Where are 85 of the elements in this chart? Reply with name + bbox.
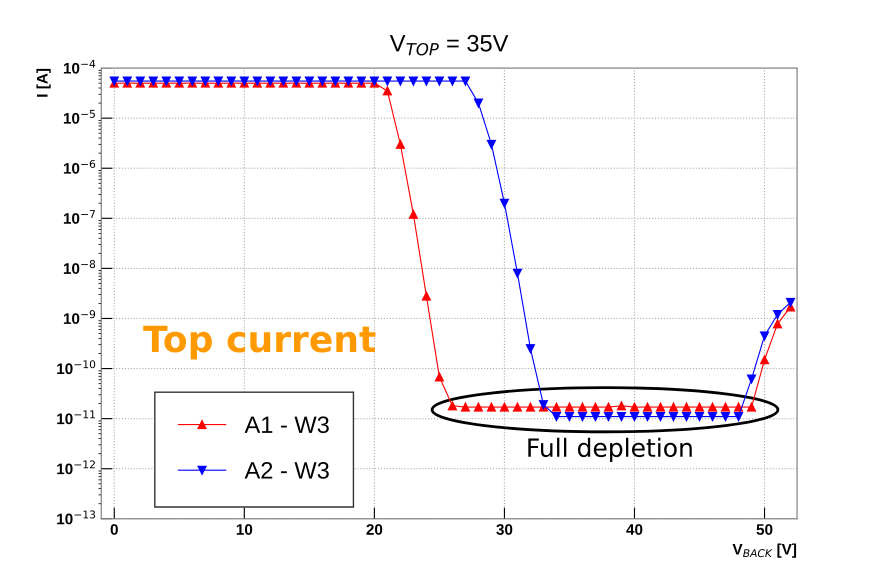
point [682, 402, 692, 412]
point [630, 412, 639, 422]
y-tick-label: 10$^{−11}$ [57, 410, 95, 424]
point [747, 374, 756, 384]
point [760, 331, 770, 340]
y-tick-label: 10$^{−5}$ [64, 110, 95, 124]
point [578, 402, 587, 412]
point [786, 298, 796, 307]
point [382, 86, 392, 96]
point [526, 402, 535, 412]
point [422, 292, 431, 301]
point [590, 402, 600, 412]
y-tick-label: 10$^{−7}$ [64, 210, 95, 224]
point [616, 401, 626, 410]
x-tick-label: 20 [366, 524, 382, 535]
point [526, 344, 535, 354]
annotation: Top current [143, 326, 376, 360]
point [434, 76, 444, 86]
point [773, 310, 782, 320]
point [512, 268, 522, 278]
x-tick-label: 50 [756, 524, 772, 535]
point [656, 412, 666, 422]
point [474, 402, 483, 412]
y-axis-title: I [A] [36, 68, 51, 97]
point [642, 412, 652, 422]
point [604, 402, 613, 412]
point [668, 412, 678, 422]
point [708, 412, 718, 422]
x-tick-label: 0 [110, 524, 118, 535]
annotation: Full depletion [528, 438, 692, 462]
point [630, 402, 639, 412]
y-tick-label: 10$^{−10}$ [57, 360, 96, 374]
point [408, 210, 418, 219]
point [747, 402, 756, 412]
point [564, 412, 574, 422]
point [642, 402, 652, 412]
y-tick-label: 10$^{−9}$ [64, 310, 96, 324]
point [773, 319, 782, 328]
point [500, 402, 509, 412]
point [396, 76, 405, 86]
point [396, 140, 405, 149]
point [538, 400, 548, 410]
point [460, 402, 470, 412]
point [590, 412, 600, 422]
point [434, 372, 444, 382]
point [668, 402, 678, 412]
x-axis-title: V$_{BACK}$ [V] [732, 543, 796, 558]
point [682, 412, 692, 422]
point [694, 402, 704, 412]
point [552, 402, 561, 412]
x-tick-label: 30 [496, 524, 512, 535]
point [448, 401, 457, 410]
point [422, 76, 431, 86]
y-tick-label: 10$^{−13}$ [57, 510, 96, 524]
point [734, 402, 744, 412]
y-tick-label: 10$^{−8}$ [64, 260, 96, 274]
point [382, 76, 392, 86]
point [460, 76, 470, 86]
point [512, 402, 522, 412]
point [578, 412, 587, 422]
point [721, 402, 730, 412]
point [486, 402, 496, 412]
point [721, 412, 730, 422]
point [616, 412, 626, 422]
point [408, 76, 418, 86]
point [734, 412, 744, 422]
point [500, 198, 509, 208]
legend-label: A2 - W3 [244, 462, 329, 479]
point [694, 412, 704, 422]
x-tick-label: 10 [236, 524, 252, 535]
x-tick-label: 40 [626, 524, 642, 535]
point [448, 76, 457, 86]
legend-label: A1 - W3 [244, 416, 329, 434]
y-tick-label: 10$^{−6}$ [64, 160, 96, 174]
point [604, 412, 613, 422]
point [552, 412, 561, 422]
y-tick-label: 10$^{−4}$ [64, 60, 96, 74]
chart-title: V$_{TOP}$ = 35V [390, 34, 508, 56]
point [474, 98, 483, 108]
point [656, 402, 666, 412]
y-tick-label: 10$^{−12}$ [57, 460, 95, 474]
point [486, 140, 496, 149]
point [760, 355, 770, 364]
point [564, 402, 574, 412]
point [708, 402, 718, 412]
